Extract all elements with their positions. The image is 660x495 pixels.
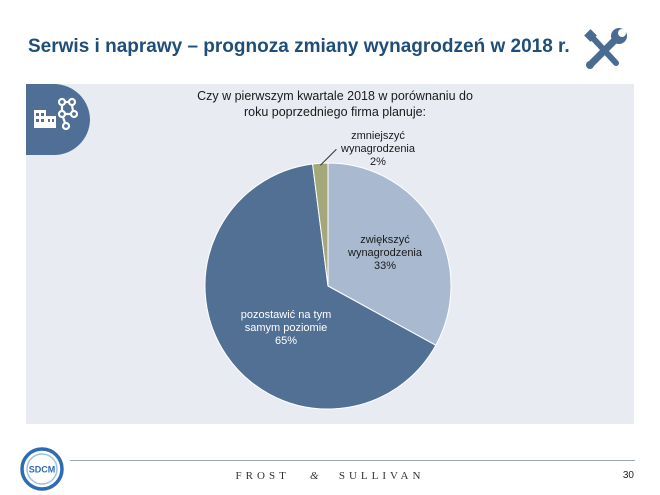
leader-line-decrease [320, 148, 337, 166]
pie-slice-increase [327, 162, 452, 346]
pie-slice-same [204, 163, 437, 410]
page-number: 30 [622, 470, 634, 481]
data-label-increase: zwiększyć wynagrodzenia 33% [348, 234, 422, 272]
chart-title-line-1: Czy w pierwszym kwartale 2018 w porównan… [197, 89, 473, 103]
pie-slice-decrease [312, 162, 329, 287]
svg-text:SDCM: SDCM [29, 465, 56, 475]
chart-title-line-2: roku poprzedniego firma planuje: [243, 105, 427, 119]
footer-divider [70, 460, 635, 461]
page-title: Serwis i naprawy – prognoza zmiany wynag… [28, 36, 570, 57]
data-label-decrease: zmniejszyć wynagrodzenia 2% [341, 130, 415, 168]
sdcm-logo: SDCM [20, 447, 64, 491]
data-label-same: pozostawić na tym samym poziomie 65% [240, 309, 332, 347]
wrench-screwdriver-icon [584, 28, 627, 69]
building-network-icon [26, 84, 90, 155]
chart-title: Czy w pierwszym kwartale 2018 w porównan… [150, 88, 520, 120]
brand-name: FROST & SULLIVAN [235, 470, 425, 482]
